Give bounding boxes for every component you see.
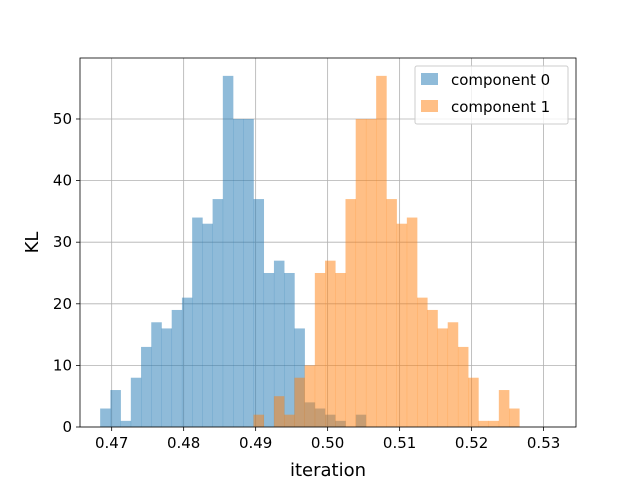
x-tick-label: 0.53	[527, 434, 560, 452]
x-tick-label: 0.51	[383, 434, 416, 452]
histogram-bar-component-0	[284, 272, 295, 427]
y-tick-label: 20	[53, 295, 72, 313]
histogram-bar-component-1	[345, 199, 357, 427]
histogram-bar-component-1	[427, 309, 438, 427]
histogram-bar-component-0	[212, 199, 224, 427]
histogram-bar-component-0	[151, 322, 162, 427]
histogram-bar-component-1	[376, 75, 387, 427]
y-tick-label: 50	[53, 110, 72, 128]
histogram-bar-component-1	[335, 272, 346, 427]
histogram-bar-component-1	[386, 199, 397, 427]
x-tick-label: 0.47	[95, 434, 128, 452]
histogram-bar-component-1	[325, 260, 336, 427]
histogram-bar-component-0	[161, 328, 173, 427]
histogram-bar-component-1	[273, 396, 285, 427]
histogram-bar-component-0	[171, 309, 183, 427]
histogram-bar-component-0	[130, 377, 142, 427]
histogram-bar-component-1	[253, 414, 265, 427]
legend-label-component-1: component 1	[451, 98, 550, 116]
histogram-bar-component-1	[406, 217, 418, 427]
histogram-bar-component-1	[284, 414, 295, 427]
histogram-bar-component-1	[314, 272, 326, 427]
histogram-bar-component-0	[110, 390, 121, 427]
y-tick-label: 10	[53, 356, 72, 374]
histogram-bar-component-0	[273, 260, 285, 427]
histogram-bar-component-1	[355, 118, 367, 428]
y-tick-label: 40	[53, 172, 72, 190]
histogram-bar-component-0	[181, 297, 193, 427]
histogram-bar-component-1	[509, 408, 520, 427]
legend-box	[414, 65, 569, 125]
histogram-bar-component-0	[192, 217, 203, 427]
histogram-bar-component-0	[233, 118, 244, 428]
histogram-bar-component-0	[263, 272, 275, 427]
histogram-bar-component-1	[396, 223, 408, 427]
histogram-bar-component-1	[457, 346, 469, 427]
histogram-bar-component-1	[447, 322, 459, 427]
histogram-bar-component-1	[417, 297, 428, 427]
legend-swatch-component-0	[421, 73, 438, 85]
y-tick-label: 30	[53, 233, 72, 251]
histogram-bar-component-0	[120, 420, 132, 427]
y-ticks: 0 10 20 30 40 50	[53, 110, 80, 436]
histogram-bar-component-1	[304, 365, 316, 427]
x-tick-label: 0.52	[455, 434, 488, 452]
histogram-bar-component-0	[253, 199, 265, 427]
histogram-bar-component-0	[202, 223, 213, 427]
histogram-bar-component-0	[141, 346, 152, 427]
histogram-bar-component-1	[498, 390, 510, 427]
legend: component 0 component 1	[414, 65, 569, 125]
x-tick-label: 0.49	[239, 434, 272, 452]
legend-label-component-0: component 0	[451, 71, 550, 89]
histogram-bar-component-0	[243, 118, 254, 428]
histogram-bar-component-0	[100, 408, 111, 427]
y-axis-label: KL	[22, 232, 43, 254]
x-tick-label: 0.50	[311, 434, 344, 452]
legend-swatch-component-1	[421, 100, 438, 112]
histogram-bar-component-1	[478, 420, 489, 427]
y-tick-label: 0	[62, 418, 72, 436]
bars-layer	[100, 75, 520, 428]
histogram-bar-component-1	[365, 118, 377, 428]
x-axis-label: iteration	[290, 460, 366, 480]
histogram-bar-component-1	[437, 328, 449, 427]
histogram-bar-component-1	[468, 377, 479, 427]
histogram-bar-component-0	[222, 75, 234, 427]
histogram-bar-component-1	[294, 377, 305, 427]
histogram-bar-component-1	[488, 420, 500, 427]
x-ticks: 0.47 0.48 0.49 0.50 0.51 0.52 0.53	[95, 427, 560, 452]
x-tick-label: 0.48	[167, 434, 200, 452]
